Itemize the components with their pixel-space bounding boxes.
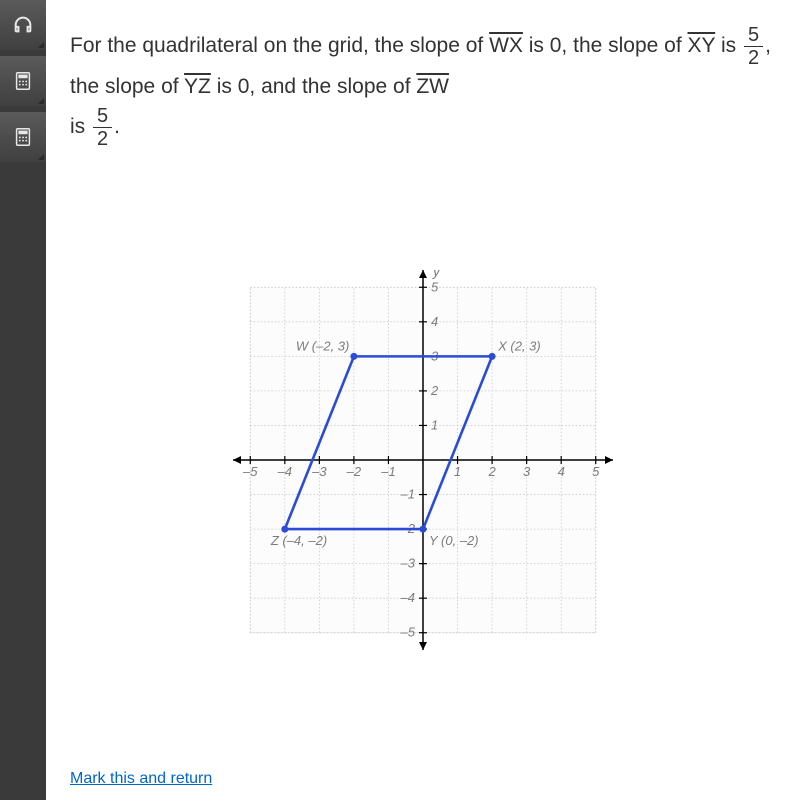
svg-text:–1: –1 bbox=[400, 486, 415, 501]
text: . bbox=[114, 115, 120, 138]
svg-text:3: 3 bbox=[523, 464, 531, 479]
svg-text:Z (–4, –2): Z (–4, –2) bbox=[270, 533, 327, 548]
mark-return-link[interactable]: Mark this and return bbox=[70, 770, 212, 787]
headset-icon bbox=[12, 14, 34, 36]
svg-text:1: 1 bbox=[431, 417, 438, 432]
segment-xy: XY bbox=[688, 34, 716, 57]
svg-text:4: 4 bbox=[431, 314, 438, 329]
graph-container: –5–5–4–4–3–3–2–2–1–11122334455xyW (–2, 3… bbox=[70, 160, 776, 760]
tool-sidebar bbox=[0, 0, 46, 800]
svg-text:5: 5 bbox=[431, 279, 439, 294]
footer: Mark this and return bbox=[70, 760, 776, 788]
calculator-icon bbox=[12, 126, 34, 148]
sidebar-tool-help[interactable] bbox=[0, 0, 46, 50]
fraction-5-2: 52 bbox=[93, 105, 112, 150]
svg-text:y: y bbox=[432, 270, 441, 279]
svg-text:Y (0, –2): Y (0, –2) bbox=[429, 533, 479, 548]
question-panel: For the quadrilateral on the grid, the s… bbox=[46, 0, 800, 800]
svg-text:–4: –4 bbox=[400, 590, 415, 605]
coordinate-graph: –5–5–4–4–3–3–2–2–1–11122334455xyW (–2, 3… bbox=[233, 270, 613, 650]
svg-text:–4: –4 bbox=[277, 464, 292, 479]
svg-text:2: 2 bbox=[487, 464, 496, 479]
svg-text:X (2, 3): X (2, 3) bbox=[497, 338, 541, 353]
denominator: 2 bbox=[744, 47, 763, 69]
text: is bbox=[715, 34, 742, 57]
sidebar-tool-calc2[interactable] bbox=[0, 112, 46, 162]
question-text: For the quadrilateral on the grid, the s… bbox=[70, 24, 776, 150]
calculator-icon bbox=[12, 70, 34, 92]
numerator: 5 bbox=[93, 105, 112, 128]
svg-text:5: 5 bbox=[592, 464, 600, 479]
denominator: 2 bbox=[93, 128, 112, 150]
svg-text:–5: –5 bbox=[242, 464, 258, 479]
svg-text:4: 4 bbox=[558, 464, 565, 479]
svg-text:–5: –5 bbox=[400, 625, 416, 640]
sidebar-tool-calc1[interactable] bbox=[0, 56, 46, 106]
svg-text:–2: –2 bbox=[346, 464, 362, 479]
svg-text:–3: –3 bbox=[400, 555, 416, 570]
text: is 0, the slope of bbox=[523, 34, 688, 57]
svg-text:W (–2, 3): W (–2, 3) bbox=[296, 338, 349, 353]
svg-text:2: 2 bbox=[430, 383, 439, 398]
svg-text:–3: –3 bbox=[311, 464, 327, 479]
fraction-5-2: 52 bbox=[744, 24, 763, 69]
segment-zw: ZW bbox=[416, 75, 449, 98]
segment-wx: WX bbox=[489, 34, 523, 57]
numerator: 5 bbox=[744, 24, 763, 47]
text: is bbox=[70, 115, 91, 138]
svg-text:1: 1 bbox=[454, 464, 461, 479]
segment-yz: YZ bbox=[184, 75, 211, 98]
text: is 0, and the slope of bbox=[211, 75, 416, 98]
text: For the quadrilateral on the grid, the s… bbox=[70, 34, 489, 57]
svg-text:–1: –1 bbox=[380, 464, 395, 479]
